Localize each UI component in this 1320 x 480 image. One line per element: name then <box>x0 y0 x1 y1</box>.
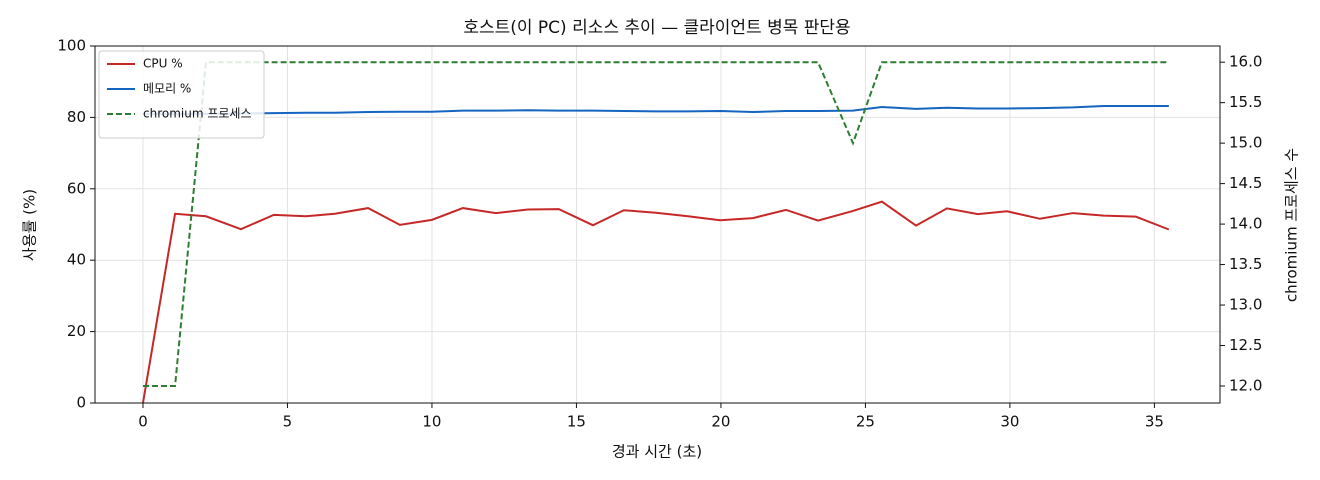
x-axis-label: 경과 시간 (초) <box>612 443 702 461</box>
x-tick-label: 0 <box>138 413 148 431</box>
x-tick-label: 35 <box>1145 413 1164 431</box>
x-tick-label: 15 <box>567 413 586 431</box>
y-tick-label: 100 <box>57 37 86 55</box>
x-tick-label: 25 <box>856 413 875 431</box>
y-tick-label: 40 <box>67 251 86 269</box>
y-tick-label: 20 <box>67 322 86 340</box>
series-line <box>142 104 1169 115</box>
y-axis-label: 사용률 (%) <box>21 189 39 261</box>
legend: CPU % 메모리 % chromium 프로세스 <box>98 50 265 139</box>
y2-tick-label: 15.5 <box>1229 93 1262 111</box>
y2-tick-label: 14.5 <box>1229 174 1262 192</box>
x-tick-label: 10 <box>422 413 441 431</box>
y2-tick-label: 12.5 <box>1229 336 1262 354</box>
legend-label: CPU % <box>143 57 183 71</box>
series-line <box>141 200 1170 404</box>
y2-tick-label: 14.0 <box>1229 215 1262 233</box>
y-tick-label: 0 <box>76 394 86 412</box>
x-tick-label: 20 <box>711 413 730 431</box>
y2-tick-label: 13.0 <box>1229 296 1262 314</box>
y-tick-label: 60 <box>67 179 86 197</box>
plot-frame <box>94 45 1221 404</box>
legend-label: 메모리 % <box>143 82 191 96</box>
legend-label: chromium 프로세스 <box>143 107 252 121</box>
chart-title: 호스트(이 PC) 리소스 추이 — 클라이언트 병목 판단용 <box>463 18 850 38</box>
y2-tick-label: 15.0 <box>1229 134 1262 152</box>
x-tick-label: 30 <box>1000 413 1019 431</box>
y-tick-label: 80 <box>67 108 86 126</box>
x-tick-label: 5 <box>283 413 293 431</box>
y2-tick-label: 13.5 <box>1229 255 1262 273</box>
legend-box <box>98 50 265 139</box>
y2-tick-label: 12.0 <box>1229 377 1262 395</box>
y2-axis-label: chromium 프로세스 수 <box>1283 148 1301 302</box>
y2-tick-label: 16.0 <box>1229 53 1262 71</box>
